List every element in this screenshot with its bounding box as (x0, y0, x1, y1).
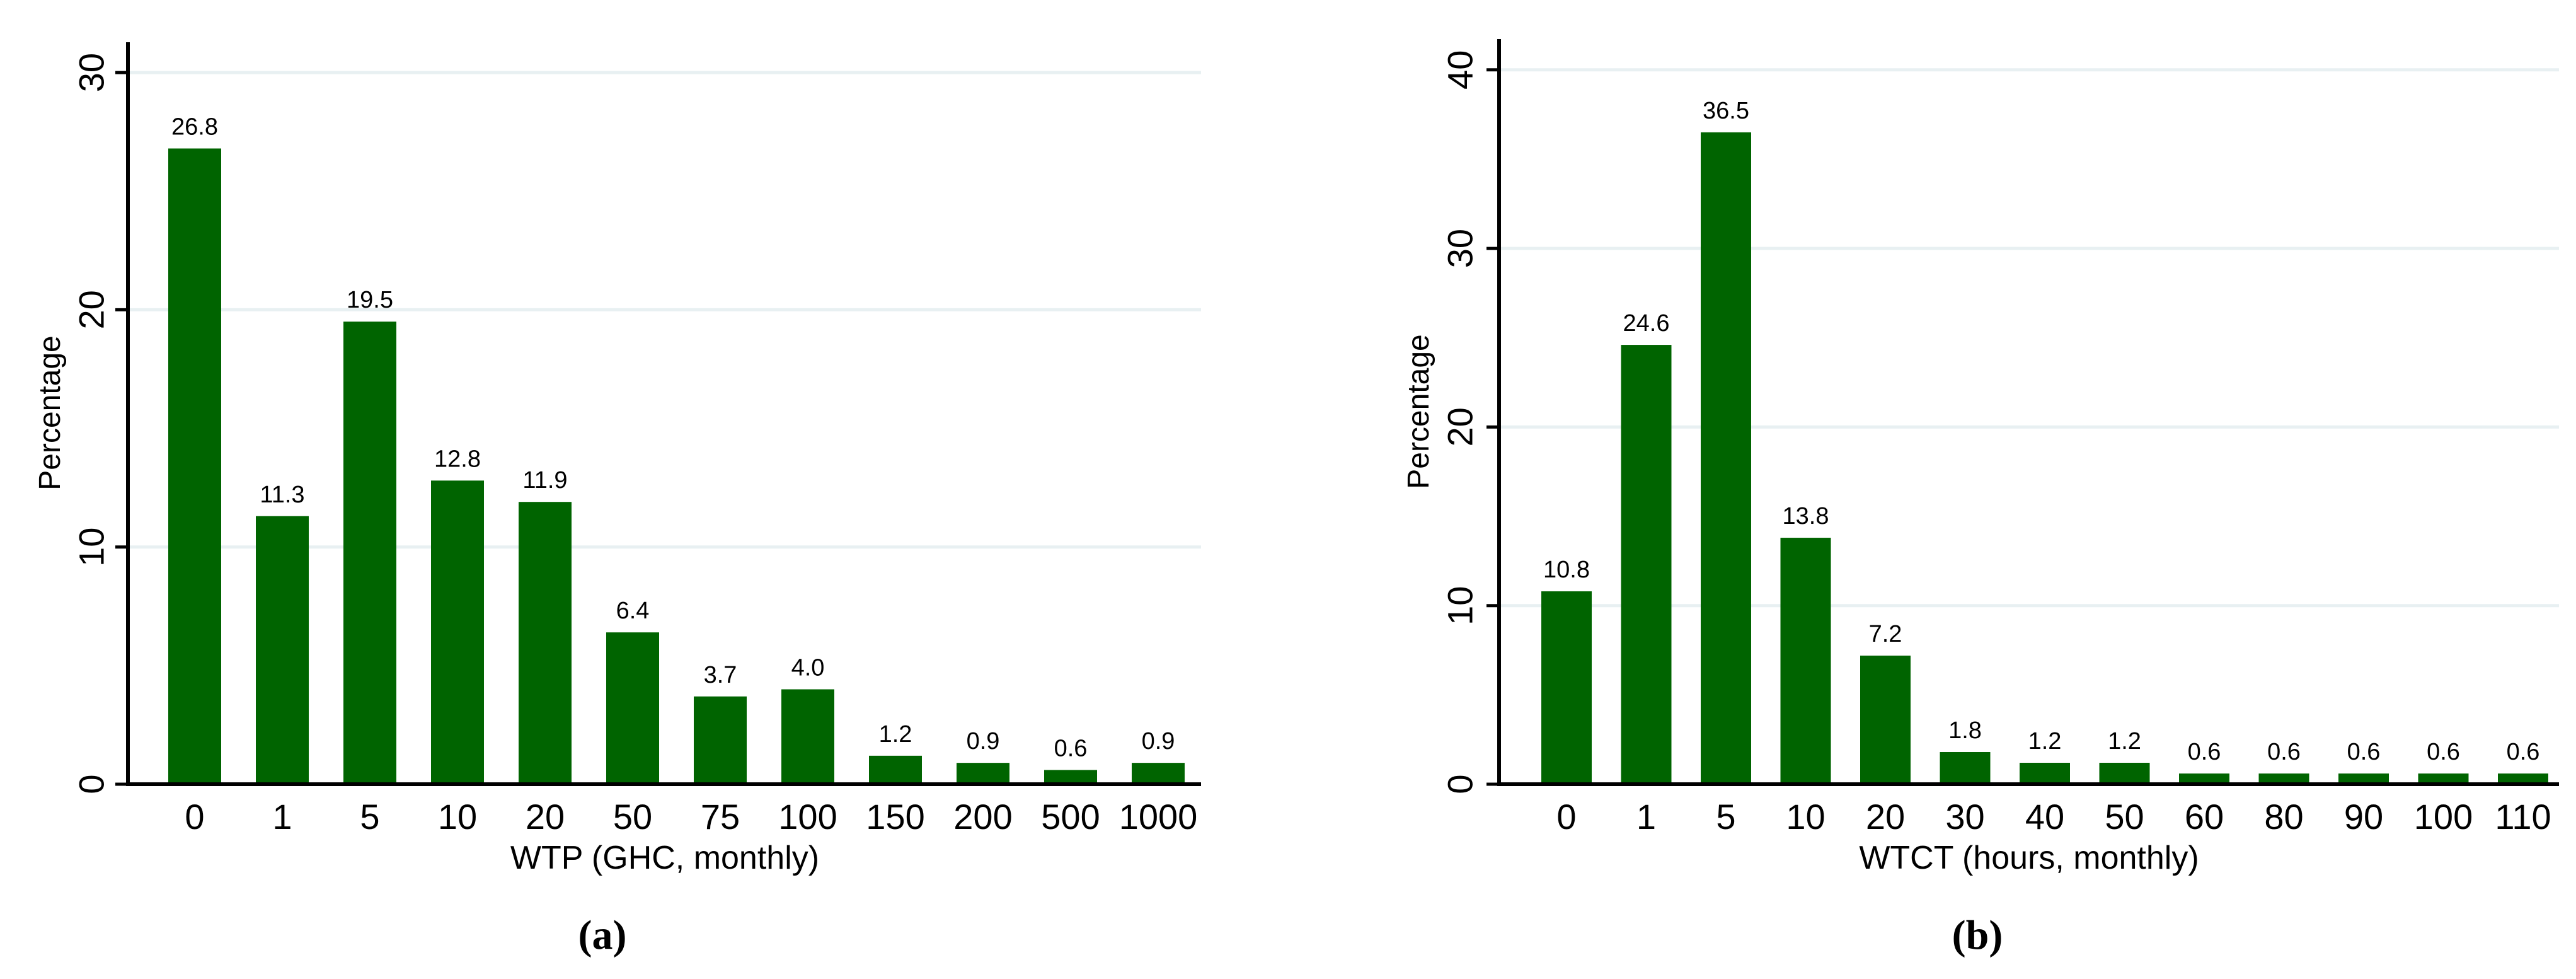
bar (2020, 763, 2070, 784)
bar (2418, 773, 2469, 784)
bar (694, 696, 747, 784)
x-tick-label: 40 (2025, 797, 2064, 837)
x-tick-label: 1 (1636, 797, 1656, 837)
x-tick-label: 0 (185, 797, 204, 837)
bar (2258, 773, 2309, 784)
bar (1860, 656, 1911, 784)
bar-value-label: 0.6 (2427, 739, 2460, 765)
bar-value-label: 1.8 (1948, 717, 1982, 744)
panel-a: 26.8 0 11.3 1 19.5 5 12.8 10 11.9 20 6.4 50 3.7 75 4.0… (33, 42, 1201, 958)
bar (957, 763, 1009, 784)
bar-value-label: 36.5 (1703, 98, 1749, 124)
bar-value-label: 0.9 (967, 728, 1000, 755)
panel-label-a: (a) (578, 912, 627, 958)
bar-value-label: 6.4 (616, 598, 650, 624)
bar-value-label: 1.2 (2108, 728, 2141, 755)
x-tick-label: 200 (953, 797, 1012, 837)
bar (606, 632, 659, 784)
bar-value-label: 11.9 (522, 467, 567, 494)
bar-value-label: 10.8 (1543, 557, 1590, 583)
bar (1701, 132, 1751, 785)
x-tick-label: 60 (2185, 797, 2224, 837)
bar (1044, 770, 1097, 784)
bar-value-label: 13.8 (1783, 503, 1829, 530)
x-tick-label: 20 (1866, 797, 1905, 837)
bar-value-label: 11.3 (260, 482, 304, 508)
y-axis-title: Percentage (33, 335, 67, 490)
x-tick-label: 100 (778, 797, 837, 837)
bar (431, 480, 484, 784)
y-tick-label: 20 (1440, 407, 1480, 446)
x-axis-title: WTP (GHC, monthly) (510, 840, 819, 876)
x-tick-label: 10 (1786, 797, 1825, 837)
bar-value-label: 3.7 (704, 662, 737, 688)
bar-value-label: 12.8 (434, 446, 481, 472)
x-tick-label: 90 (2344, 797, 2383, 837)
x-tick-label: 50 (613, 797, 652, 837)
bar (1541, 591, 1592, 784)
x-tick-label: 1 (272, 797, 292, 837)
bar-value-label: 1.2 (879, 721, 912, 748)
x-tick-label: 5 (360, 797, 379, 837)
x-tick-label: 75 (701, 797, 740, 837)
bar-value-label: 24.6 (1623, 310, 1670, 337)
panel-label-b: (b) (1952, 912, 2003, 958)
bar (2498, 773, 2548, 784)
bar (1621, 345, 1672, 784)
x-tick-label: 150 (866, 797, 924, 837)
bar (2179, 773, 2229, 784)
bar-value-label: 0.6 (2507, 739, 2540, 765)
y-axis-title: Percentage (1402, 334, 1435, 489)
bar-value-label: 0.6 (2267, 739, 2301, 765)
bar (343, 322, 396, 785)
y-tick-label: 10 (72, 528, 112, 567)
bar-value-label: 19.5 (347, 287, 393, 313)
x-tick-label: 0 (1556, 797, 1576, 837)
bar-value-label: 1.2 (2028, 728, 2062, 755)
bar-chart-wtct: 10.8 0 24.6 1 36.5 5 13.8 10 7.2 20 1.8 30 1.2 40 1.2 5… (1402, 39, 2559, 958)
x-tick-label: 1000 (1119, 797, 1198, 837)
bar-value-label: 26.8 (171, 114, 218, 141)
bar-value-label: 7.2 (1869, 621, 1902, 647)
y-tick-label: 0 (72, 774, 112, 794)
bar (781, 689, 834, 784)
x-tick-label: 80 (2264, 797, 2303, 837)
x-tick-label: 10 (438, 797, 477, 837)
y-tick-label: 30 (1440, 229, 1480, 268)
bar (256, 516, 309, 784)
bar-value-label: 4.0 (791, 654, 825, 681)
x-tick-label: 50 (2105, 797, 2144, 837)
x-tick-label: 500 (1041, 797, 1100, 837)
x-tick-label: 110 (2495, 797, 2551, 837)
plot-area-b: 10.8 0 24.6 1 36.5 5 13.8 10 7.2 20 1.8 30 1.2 40 1.2 5… (1440, 39, 2559, 837)
y-tick-label: 10 (1440, 586, 1480, 625)
bar-value-label: 0.6 (2188, 739, 2221, 765)
x-tick-label: 30 (1945, 797, 1984, 837)
y-tick-label: 40 (1440, 50, 1480, 90)
plot-area-a: 26.8 0 11.3 1 19.5 5 12.8 10 11.9 20 6.4 50 3.7 75 4.0… (72, 42, 1201, 837)
panel-b: 10.8 0 24.6 1 36.5 5 13.8 10 7.2 20 1.8 30 1.2 40 1.2 5… (1288, 0, 2576, 979)
bar (168, 148, 221, 785)
y-tick-label: 0 (1440, 774, 1480, 794)
bar (869, 755, 922, 784)
bar (1940, 752, 1991, 784)
bar-value-label: 0.6 (1054, 735, 1088, 762)
bar (2099, 763, 2150, 784)
x-tick-label: 100 (2414, 797, 2473, 837)
bar (519, 502, 572, 784)
bar (1132, 763, 1185, 784)
bar (1780, 538, 1831, 784)
x-tick-label: 5 (1716, 797, 1735, 837)
y-tick-label: 20 (72, 290, 112, 329)
bar-value-label: 0.6 (2347, 739, 2381, 765)
bar-chart-wtp: 26.8 0 11.3 1 19.5 5 12.8 10 11.9 20 6.4 50 3.7 75 4.0… (33, 42, 1201, 958)
y-tick-label: 30 (72, 53, 112, 92)
x-tick-label: 20 (526, 797, 565, 837)
x-axis-title: WTCT (hours, monthly) (1859, 840, 2199, 876)
bar (2338, 773, 2389, 784)
bar-value-label: 0.9 (1142, 728, 1175, 755)
